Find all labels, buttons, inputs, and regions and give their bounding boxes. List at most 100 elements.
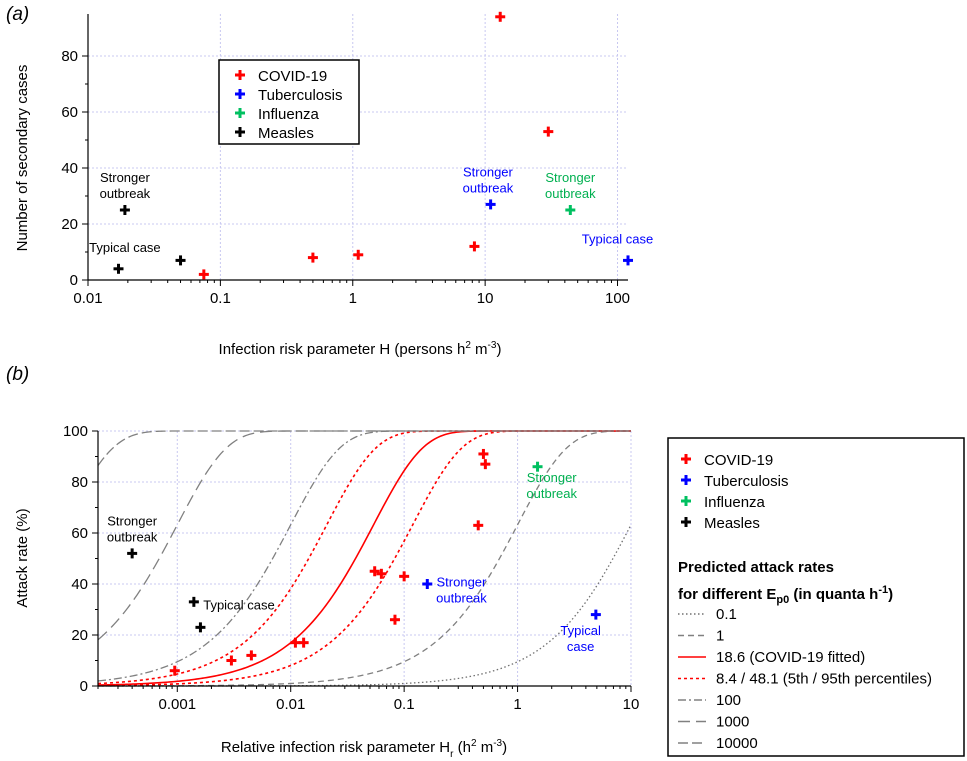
panel-a-legend: COVID-19 Tuberculosis Influenza Measles (218, 59, 360, 145)
pa-ytick-label: 0 (70, 272, 78, 289)
legend-b-label: COVID-19 (704, 452, 773, 469)
pb-point-tuberculosis (590, 609, 601, 620)
pb-annotation: Stronger outbreak (526, 470, 577, 501)
panel-b-annotations: Stronger outbreak Typical case Stronger outb… (107, 470, 601, 654)
pb-point-covid-19 (478, 448, 489, 459)
pb-point-influenza (532, 461, 543, 472)
pb-ytick-label: 0 (80, 678, 88, 695)
legend-curves-title: Predicted attack rates (678, 559, 834, 576)
panel-a-label: (a) (6, 4, 29, 25)
pb-xtick-label: 1 (513, 696, 521, 713)
pb-ytick-label: 80 (71, 474, 88, 491)
pa-point-tuberculosis (623, 255, 633, 266)
legend-b-label: Measles (704, 515, 760, 532)
panel-b-points (127, 448, 601, 676)
pa-ytick-label: 20 (61, 216, 78, 233)
pa-xtick-label: 100 (605, 290, 630, 307)
pa-ytick-label: 40 (61, 160, 78, 177)
panel-a-ylabel: Number of secondary cases (14, 65, 31, 252)
legend-b-marker (681, 496, 691, 506)
pb-point-covid-19 (298, 637, 309, 648)
panel-a-ticks: 0.01 0.1 1 10 100 0 20 40 60 80 (61, 48, 630, 307)
pb-point-covid-19 (399, 571, 410, 582)
pb-point-covid-19 (226, 655, 237, 666)
legend-a-label: Influenza (258, 106, 320, 123)
pb-point-covid-19 (376, 568, 387, 579)
pa-point-influenza (565, 205, 576, 215)
pa-annotation: Typical case (89, 240, 161, 255)
pb-point-covid-19 (389, 614, 400, 625)
pa-point-covid-19 (543, 126, 554, 137)
legend-b-marker (681, 454, 691, 464)
pb-xtick-label: 0.01 (276, 696, 305, 713)
pb-xtick-label: 0.001 (159, 696, 197, 713)
legend-a-marker (235, 70, 245, 80)
pa-xtick-label: 10 (477, 290, 494, 307)
legend-curve-label: 1000 (716, 714, 749, 731)
legend-curve-label: 18.6 (COVID-19 fitted) (716, 649, 865, 666)
pa-annotation: Typical case (582, 232, 654, 247)
pb-point-measles (188, 596, 199, 607)
pb-annotation: Typical case (560, 623, 601, 654)
legend-curve-label: 0.1 (716, 606, 737, 623)
legend-curve-label: 1 (716, 628, 724, 645)
pa-xtick-label: 0.01 (73, 290, 102, 307)
legend-b-marker (681, 475, 691, 485)
pa-point-covid-19 (495, 11, 506, 22)
panel-b-ylabel: Attack rate (%) (14, 508, 31, 607)
legend-curve-label: 8.4 / 48.1 (5th / 95th percentiles) (716, 671, 932, 688)
legend-curve-label: 100 (716, 692, 741, 709)
pb-point-tuberculosis (422, 579, 433, 589)
legend-curve-label: 10000 (716, 735, 758, 752)
pb-point-covid-19 (246, 650, 257, 661)
legend-a-label: COVID-19 (258, 68, 327, 85)
pb-xtick-label: 10 (623, 696, 640, 713)
curve-ep0-100 (97, 430, 631, 682)
legend-a-marker (235, 127, 245, 137)
pb-point-covid-19 (169, 665, 180, 676)
pa-ytick-label: 80 (61, 48, 78, 65)
panel-a-points (113, 11, 633, 280)
panel-a: (a) 0.01 0.1 1 10 100 0 20 40 60 80 Stronger outbr… (6, 4, 653, 358)
panel-a-xlabel: Infection risk parameter H (persons h2 m… (219, 340, 502, 358)
pa-point-measles (119, 205, 130, 215)
pb-annotation: Stronger outbreak (436, 575, 487, 606)
pa-point-measles (113, 263, 124, 274)
pa-xtick-label: 1 (349, 290, 357, 307)
panel-b-xlabel: Relative infection risk parameter Hr (h2… (221, 738, 507, 760)
legend-a-label: Tuberculosis (258, 87, 342, 104)
pa-point-tuberculosis (485, 199, 496, 210)
legend-b-marker (681, 517, 691, 527)
pb-ytick-label: 20 (71, 627, 88, 644)
pb-point-covid-19 (473, 520, 484, 531)
curve-ep0-48-1 (97, 430, 631, 685)
pa-point-covid-19 (307, 252, 318, 263)
pa-annotation: Stronger outbreak (545, 170, 596, 201)
pa-ytick-label: 60 (61, 104, 78, 121)
pa-point-covid-19 (198, 269, 209, 280)
pa-point-covid-19 (353, 249, 364, 260)
pa-point-covid-19 (469, 241, 480, 252)
pa-annotation: Stronger outbreak (463, 164, 514, 195)
panel-b-label: (b) (6, 364, 29, 385)
curve-ep0-1000 (97, 430, 631, 641)
pb-annotation: Stronger outbreak (107, 513, 158, 544)
pb-point-measles (127, 548, 138, 559)
panel-a-annotations: Stronger outbreak Typical case Stronger outb… (89, 164, 653, 255)
panel-a-grid (87, 14, 628, 281)
panel-b-legend: COVID-19 Tuberculosis Influenza Measles Pre… (667, 437, 965, 757)
pa-annotation: Stronger outbreak (100, 170, 151, 201)
legend-b-label: Tuberculosis (704, 473, 788, 490)
pb-xtick-label: 0.1 (394, 696, 415, 713)
legend-b-label: Influenza (704, 494, 766, 511)
legend-a-marker (235, 108, 245, 118)
pa-point-measles (175, 255, 186, 266)
pb-ytick-label: 60 (71, 525, 88, 542)
pb-point-measles (195, 622, 206, 633)
pb-point-covid-19 (480, 459, 491, 470)
pa-xtick-label: 0.1 (210, 290, 231, 307)
pb-ytick-label: 100 (63, 423, 88, 440)
